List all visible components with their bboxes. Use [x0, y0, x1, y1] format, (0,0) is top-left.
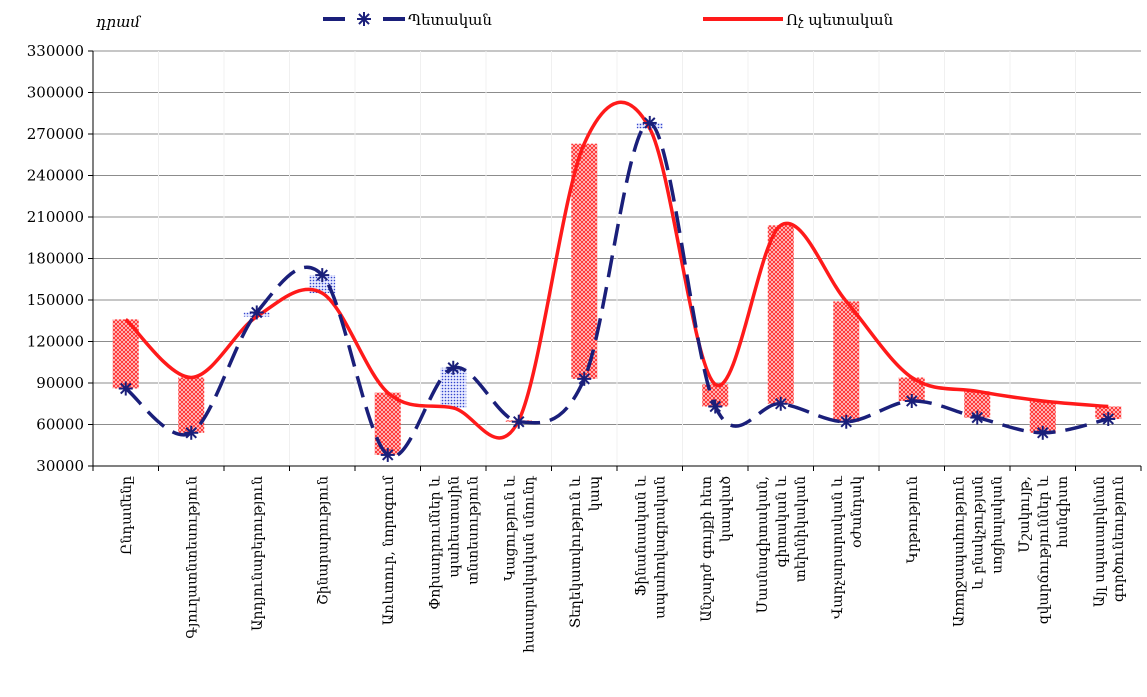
category-label: զվարճություններ և	[1036, 475, 1052, 624]
data-point-state	[708, 399, 723, 414]
difference-bar	[898, 377, 925, 401]
data-point-state	[773, 396, 788, 411]
y-tick-label: 270000	[27, 125, 84, 143]
marker-stroke	[971, 411, 983, 424]
series-line-non-state	[124, 100, 1109, 440]
category-label: Շինարարություն	[315, 476, 331, 605]
data-point-state	[1101, 411, 1116, 426]
category-label: Գյուղատնտեսություն	[184, 476, 200, 639]
y-tick-label: 120000	[27, 333, 84, 351]
y-tick-label: 210000	[27, 208, 84, 226]
y-tick-label: 150000	[27, 291, 84, 309]
category-label: և բնակչության	[970, 476, 986, 590]
grid	[93, 50, 1141, 466]
difference-bar	[767, 225, 794, 404]
category-label: Մշակույթ,	[1017, 476, 1033, 553]
category-label: պահեստային	[446, 476, 462, 578]
data-point-state	[380, 447, 395, 462]
category-label: տնտեսություն	[465, 476, 481, 585]
category-label: Առևտուր, նորոգում	[381, 475, 397, 625]
x-tick-labels: Ընդամենը Գյուղատնտեսություն Արդյունաբերութ…	[119, 475, 1127, 653]
difference-bars	[112, 122, 1122, 455]
marker-stroke	[840, 415, 852, 428]
data-point-state	[118, 381, 133, 396]
y-tick-label: 60000	[36, 416, 84, 434]
difference-bar	[833, 301, 860, 422]
marker-stroke	[709, 400, 721, 413]
category-label: Ընդամենը	[119, 476, 135, 555]
category-label: ապահովագրական	[652, 476, 668, 619]
y-tick-label: 30000	[36, 457, 84, 475]
marker-stroke	[447, 362, 459, 374]
legend-item-non-state: Ոչ պետական	[703, 11, 894, 29]
legend: Պետական Ոչ պետական	[323, 11, 894, 29]
marker-stroke	[644, 117, 656, 129]
data-point-state	[446, 360, 461, 375]
y-tick-label: 90000	[36, 374, 84, 392]
category-label: Տեղեկատվություն և	[568, 475, 584, 628]
category-label: օժանդակ	[849, 476, 865, 548]
category-label: տեխնիկական	[793, 476, 809, 582]
category-label: Այլ սպասարկման	[1092, 476, 1108, 607]
category-label: գիտական և	[774, 475, 790, 567]
marker-stroke	[185, 427, 197, 439]
y-tick-labels: 30000 60000 90000 120000 150000 180000 210000 2…	[27, 42, 84, 475]
y-tick-label: 240000	[27, 167, 84, 185]
marker-stroke	[358, 13, 370, 25]
difference-bar	[178, 377, 205, 433]
data-point-state	[642, 115, 657, 130]
y-tick-label: 180000	[27, 250, 84, 268]
marker-stroke	[251, 306, 263, 319]
difference-bar	[571, 143, 598, 379]
data-point-state	[1035, 425, 1050, 440]
marker-stroke	[775, 398, 787, 410]
marker-stroke	[1102, 413, 1114, 425]
axes	[88, 50, 1142, 471]
marker-stroke	[382, 449, 394, 461]
data-point-state	[511, 414, 526, 429]
marker-stroke	[1037, 427, 1049, 439]
legend-item-state: Պետական	[323, 11, 492, 29]
category-label: հասարակական սնունդ	[521, 476, 537, 653]
category-label: Փոխադրումներ և	[427, 475, 443, 610]
marker-stroke	[120, 382, 132, 395]
data-point-state	[577, 371, 592, 386]
category-label: Ֆինանսական և	[633, 475, 649, 596]
unit-label: դրամ	[96, 13, 141, 31]
series-markers	[118, 115, 1116, 462]
legend-label-non-state: Ոչ պետական	[786, 11, 894, 29]
category-label: Անշարժ գույքի հետ	[699, 476, 715, 622]
category-label: Արդյունաբերություն	[250, 476, 266, 631]
data-point-state	[315, 268, 330, 283]
category-label: գործունեություն	[1111, 476, 1127, 602]
category-label: կապված	[718, 476, 734, 542]
category-label: կապ	[587, 476, 603, 511]
data-point-state	[904, 393, 919, 408]
category-label: սոցիալական	[989, 476, 1005, 574]
legend-label-state: Պետական	[408, 11, 492, 29]
category-label: Վարչարարական և	[830, 475, 846, 619]
category-label: Կացություն և	[502, 475, 518, 581]
y-tick-label: 300000	[27, 84, 84, 102]
category-label: Կրթություն	[905, 476, 921, 563]
marker-stroke	[513, 415, 525, 428]
y-tick-label: 330000	[27, 42, 84, 60]
data-point-state	[839, 414, 854, 429]
legend-marker-state	[357, 12, 371, 26]
data-point-state	[970, 410, 985, 425]
marker-stroke	[316, 269, 328, 281]
data-point-state	[249, 305, 264, 320]
category-label: Մասնագիտական,	[755, 476, 771, 613]
category-label: Առողջապահություն	[951, 476, 967, 627]
marker-stroke	[906, 395, 918, 407]
category-label: հանգիստ	[1055, 476, 1071, 548]
data-point-state	[184, 425, 199, 440]
marker-stroke	[578, 373, 590, 385]
